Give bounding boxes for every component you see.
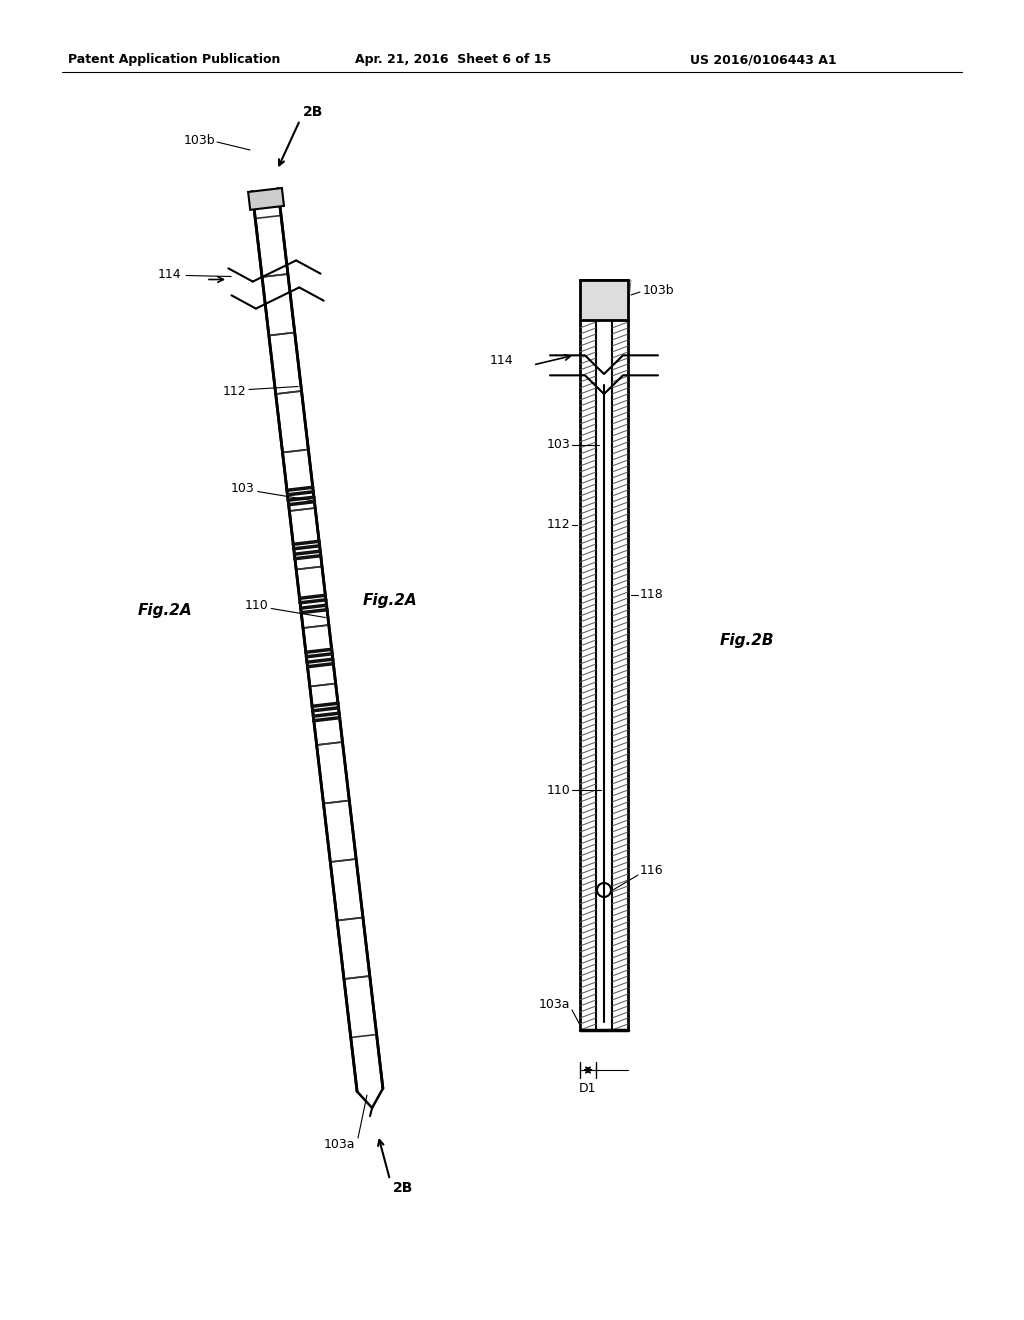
Text: 116: 116 bbox=[640, 863, 664, 876]
Text: Fig.2A: Fig.2A bbox=[138, 602, 193, 618]
Text: 118: 118 bbox=[640, 589, 664, 602]
Text: Apr. 21, 2016  Sheet 6 of 15: Apr. 21, 2016 Sheet 6 of 15 bbox=[355, 54, 551, 66]
Polygon shape bbox=[262, 276, 295, 334]
Text: 110: 110 bbox=[546, 784, 570, 796]
Text: Patent Application Publication: Patent Application Publication bbox=[68, 54, 281, 66]
Text: 103: 103 bbox=[546, 438, 570, 451]
Polygon shape bbox=[337, 919, 370, 977]
Polygon shape bbox=[269, 334, 301, 392]
Text: 112: 112 bbox=[222, 385, 246, 399]
Polygon shape bbox=[324, 803, 356, 861]
Text: 103b: 103b bbox=[643, 284, 675, 297]
Polygon shape bbox=[344, 978, 377, 1036]
Polygon shape bbox=[303, 627, 336, 685]
Text: Fig.2A: Fig.2A bbox=[362, 593, 418, 607]
Text: Fig.2B: Fig.2B bbox=[720, 632, 774, 648]
Text: 2B: 2B bbox=[393, 1181, 414, 1195]
Polygon shape bbox=[248, 187, 284, 210]
Polygon shape bbox=[310, 685, 342, 743]
Polygon shape bbox=[296, 569, 329, 626]
Text: 103: 103 bbox=[231, 482, 255, 495]
Polygon shape bbox=[316, 743, 349, 801]
Text: 103a: 103a bbox=[539, 998, 570, 1011]
Polygon shape bbox=[283, 451, 315, 510]
Text: 114: 114 bbox=[158, 268, 181, 281]
Polygon shape bbox=[331, 861, 362, 919]
Text: 103a: 103a bbox=[324, 1138, 355, 1151]
Text: 114: 114 bbox=[489, 354, 513, 367]
Polygon shape bbox=[290, 510, 322, 568]
Polygon shape bbox=[275, 393, 308, 450]
Text: 112: 112 bbox=[547, 519, 570, 532]
Text: 2B: 2B bbox=[303, 106, 324, 119]
Polygon shape bbox=[255, 218, 288, 275]
Text: 110: 110 bbox=[245, 599, 268, 612]
Text: 103b: 103b bbox=[183, 133, 215, 147]
Text: US 2016/0106443 A1: US 2016/0106443 A1 bbox=[690, 54, 837, 66]
Text: D1: D1 bbox=[580, 1081, 597, 1094]
Bar bbox=[580, 280, 628, 319]
